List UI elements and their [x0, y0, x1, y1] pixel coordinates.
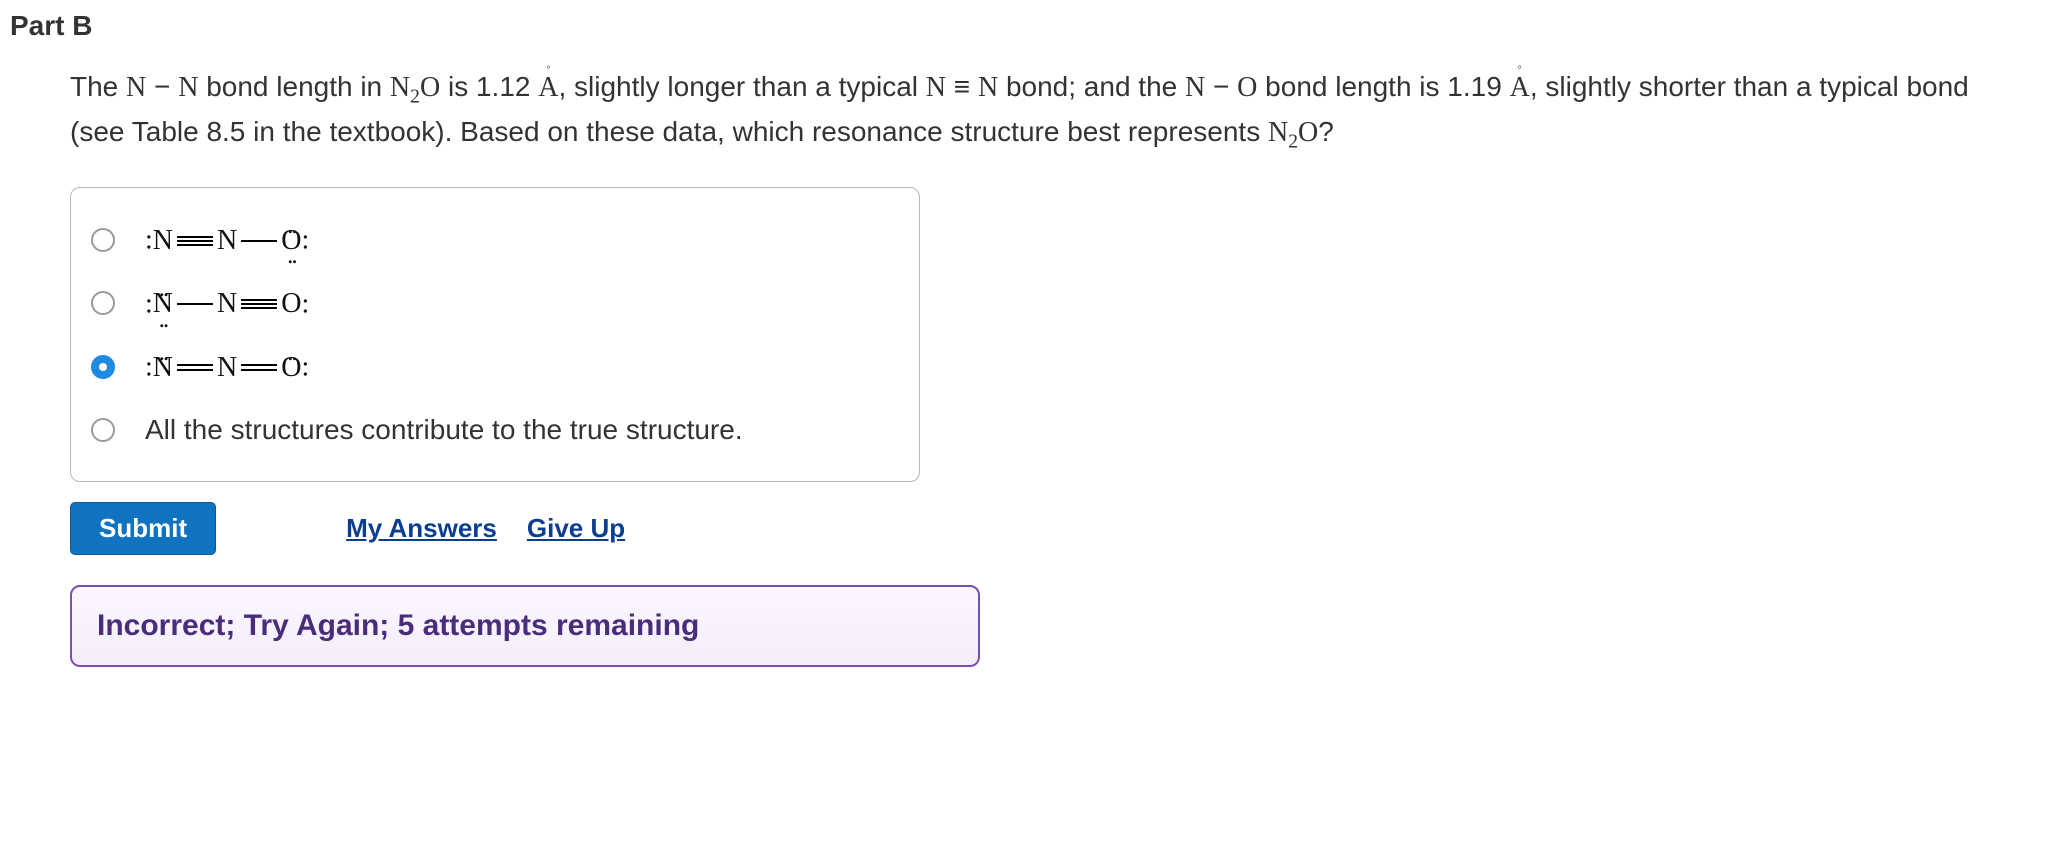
submit-button[interactable]: Submit [70, 502, 216, 555]
feedback-text: Incorrect; Try Again; 5 attempts remaini… [97, 609, 699, 642]
option-label-1: :N....NO: [145, 287, 309, 321]
choice-row-3[interactable]: All the structures contribute to the tru… [91, 414, 899, 446]
option-label-0: :NNO....: [145, 223, 309, 257]
option-label-2: :N..NO..: [145, 350, 309, 384]
choice-row-2[interactable]: :N..NO..: [91, 350, 899, 384]
action-links: My Answers Give Up [346, 513, 625, 544]
option-label-3: All the structures contribute to the tru… [145, 414, 743, 446]
answer-choices-box: :NNO....::N....NO::N..NO..:All the struc… [70, 187, 920, 482]
content-region: The N − N bond length in N2O is 1.12 A◦,… [70, 67, 2046, 667]
radio-option-3[interactable] [91, 418, 115, 442]
choice-row-0[interactable]: :NNO....: [91, 223, 899, 257]
page-root: Part B The N − N bond length in N2O is 1… [0, 0, 2046, 667]
part-title: Part B [10, 10, 2046, 42]
radio-option-1[interactable] [91, 291, 115, 315]
choice-row-1[interactable]: :N....NO: [91, 287, 899, 321]
my-answers-link[interactable]: My Answers [346, 513, 497, 544]
radio-option-0[interactable] [91, 228, 115, 252]
feedback-box: Incorrect; Try Again; 5 attempts remaini… [70, 585, 980, 667]
action-row: Submit My Answers Give Up [70, 502, 920, 555]
radio-option-2[interactable] [91, 355, 115, 379]
give-up-link[interactable]: Give Up [527, 513, 625, 544]
question-text: The N − N bond length in N2O is 1.12 A◦,… [70, 67, 2000, 157]
